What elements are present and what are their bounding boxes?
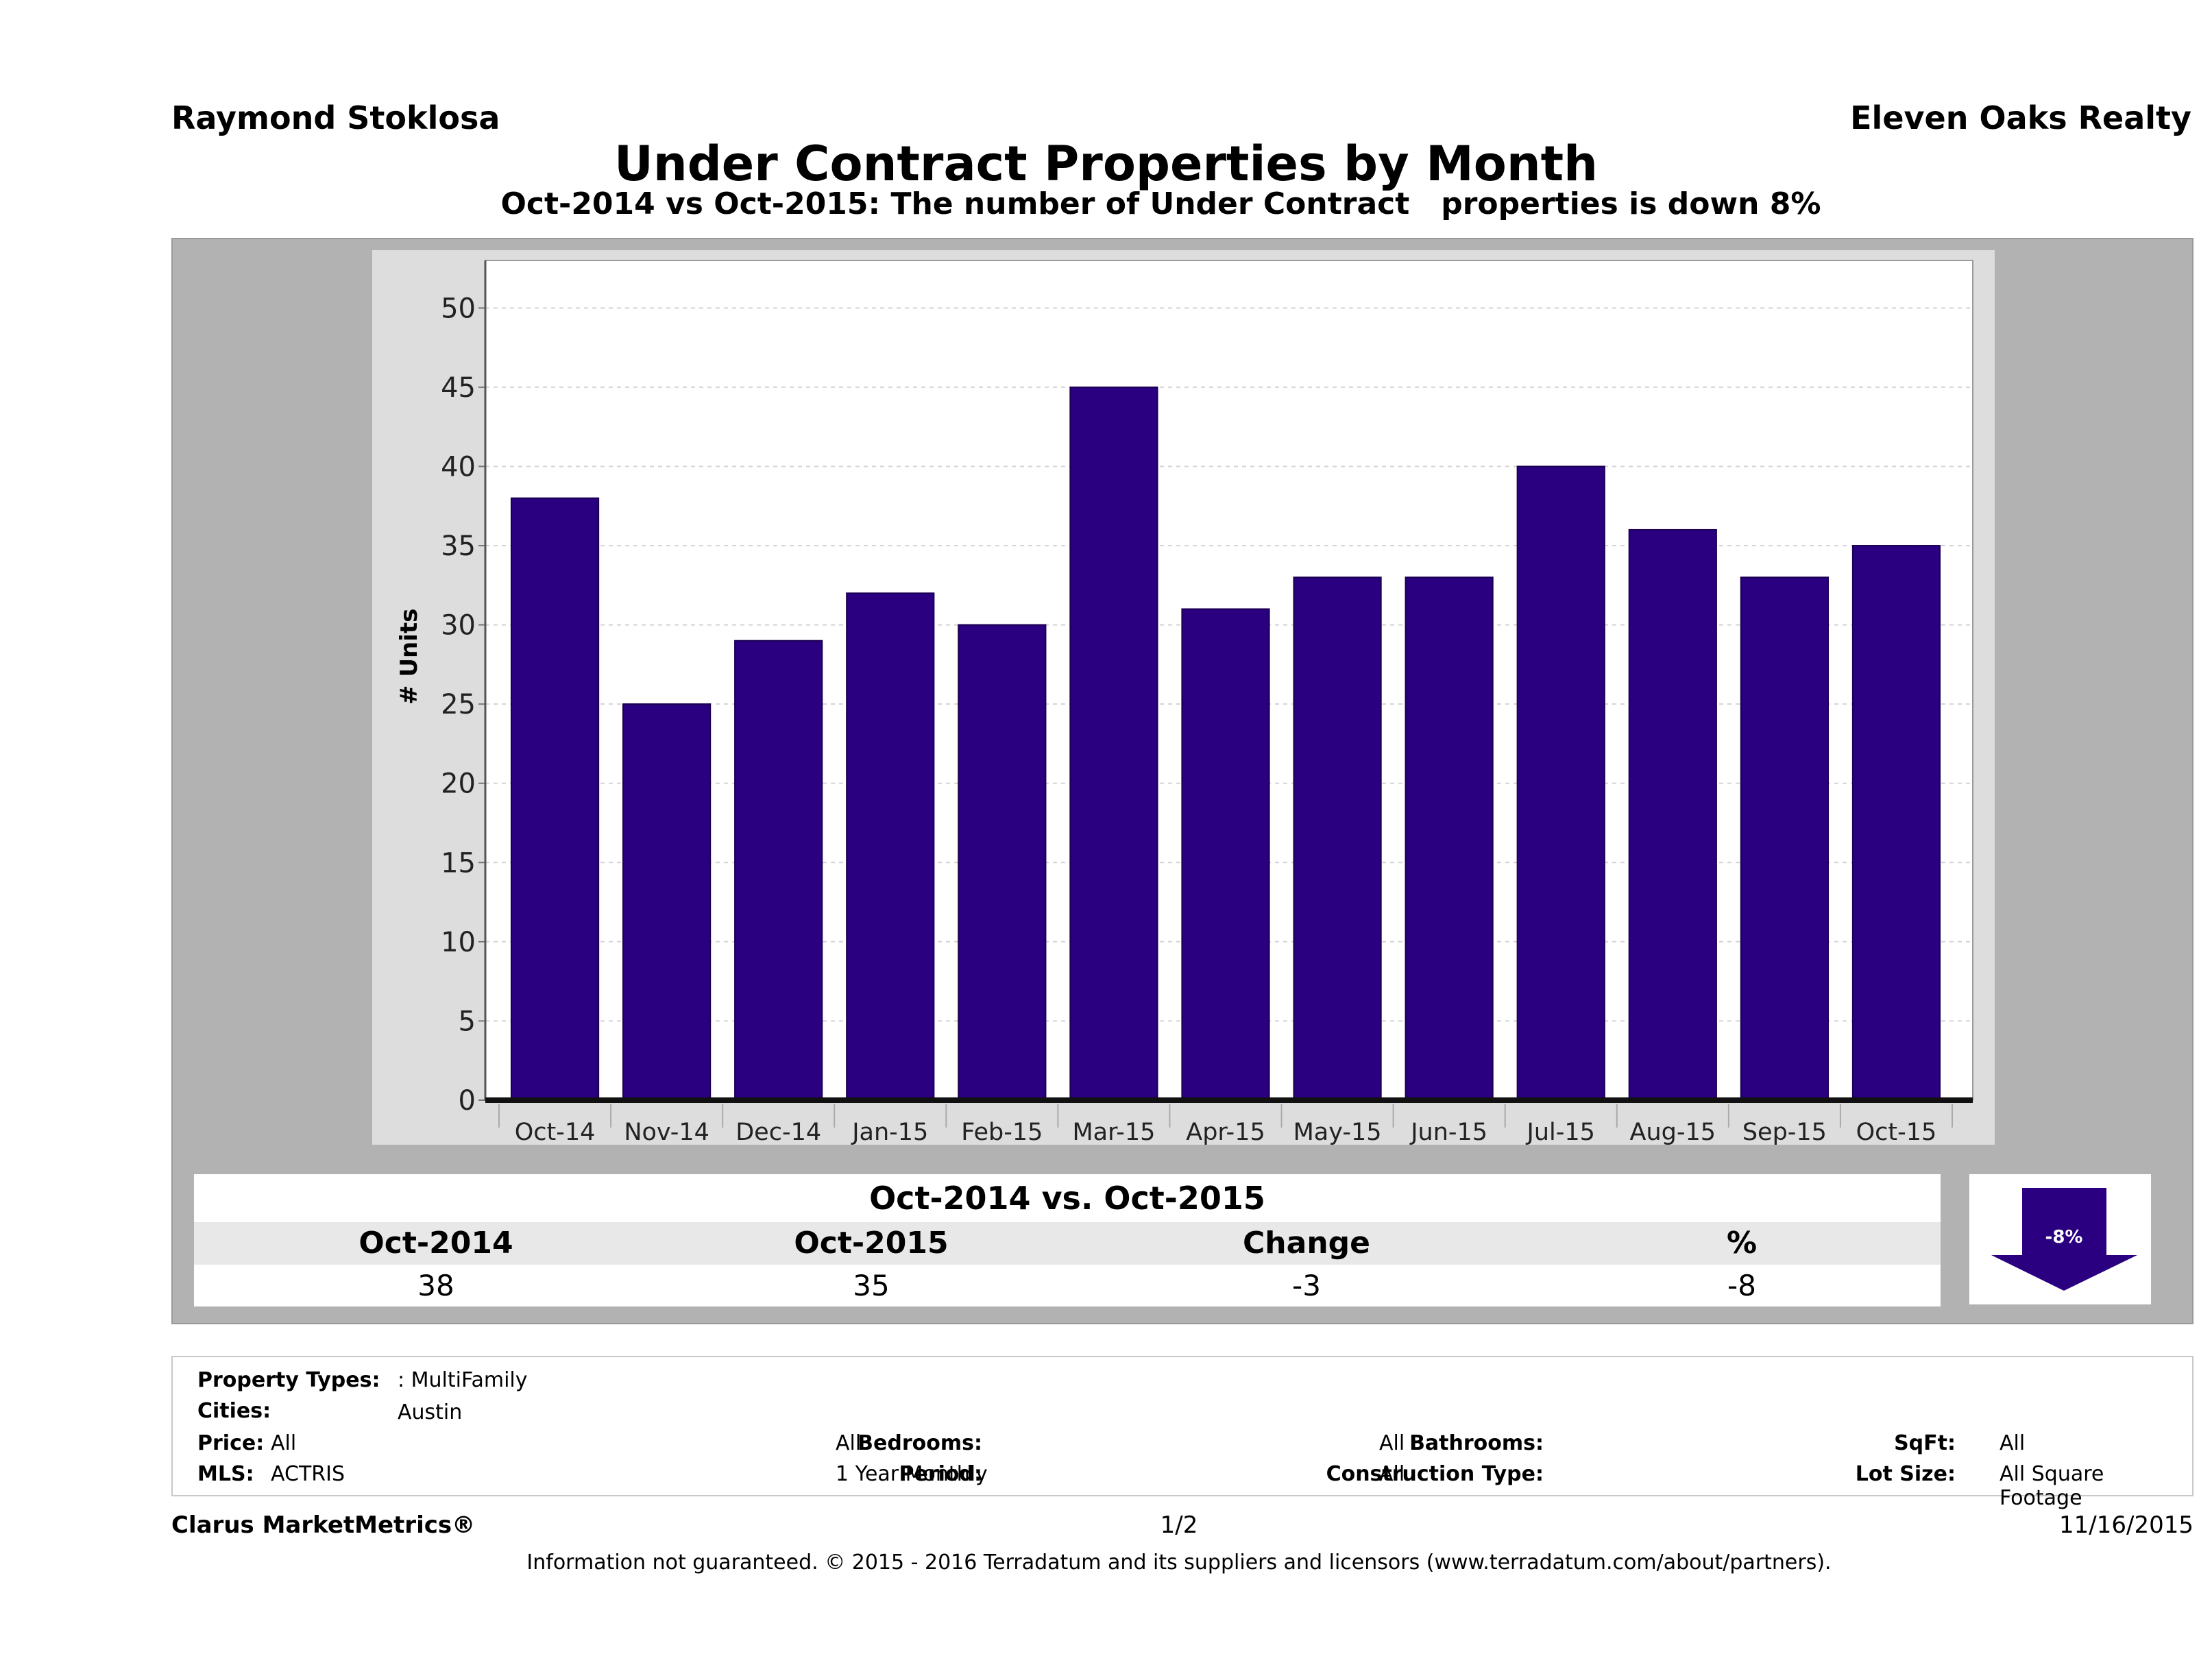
summary-value-percent: -8 [1727,1269,1756,1302]
brokerage-name: Eleven Oaks Realty [1850,99,2191,136]
bar [846,592,935,1101]
search-criteria: Property Types: : MultiFamily Cities: Au… [171,1356,2193,1510]
summary-value-row: 38 35 -3 -8 [194,1265,1941,1306]
summary-header-change: Change [1243,1226,1370,1261]
x-tick-label: Nov-14 [624,1119,709,1145]
x-tick-label: Dec-14 [736,1119,821,1145]
x-tick-label: Aug-15 [1630,1119,1716,1145]
y-tick-label: 10 [441,927,476,958]
cities-value: Austin [398,1400,463,1424]
y-axis-label: # Units [396,609,423,705]
bar [1181,608,1270,1101]
cities-label: Cities: [197,1399,271,1423]
property-types-label: Property Types: [197,1368,380,1392]
bathrooms-label: Bathrooms: [1409,1431,1544,1455]
x-tick-label: Feb-15 [961,1119,1043,1145]
report-date: 11/16/2015 [2059,1511,2193,1539]
agent-name: Raymond Stoklosa [171,99,500,136]
x-tick-label: Apr-15 [1186,1119,1265,1145]
summary-table: Oct-2014 vs. Oct-2015 Oct-2014 Oct-2015 … [194,1174,1941,1306]
y-tick-label: 5 [459,1006,476,1037]
x-tick-label: Jan-15 [851,1119,928,1145]
lot-size-value: All Square Footage [2000,1462,2104,1510]
summary-header-row: Oct-2014 Oct-2015 Change % [194,1222,1941,1265]
price-label: Price: [197,1431,265,1455]
change-badge-label: -8% [2045,1227,2083,1248]
summary-title: Oct-2014 vs. Oct-2015 [194,1174,1941,1222]
y-tick-label: 15 [441,847,476,879]
bar [1740,576,1829,1101]
bar [1293,576,1382,1101]
y-tick-label: 50 [441,293,476,324]
y-tick-label: 30 [441,610,476,642]
mls-value: ACTRIS [271,1462,345,1486]
bar [1516,465,1605,1102]
brand-footer: Clarus MarketMetrics® [171,1511,476,1539]
x-tick-label: Jun-15 [1409,1119,1487,1145]
chart-panel: 0 5 10 15 20 25 30 35 40 45 50 # Units Oct-14 Nov-14 D… [372,250,1995,1145]
y-tick-label: 25 [441,689,476,720]
x-tick-label: May-15 [1293,1119,1382,1145]
construction-type-label: Construction Type: [1326,1462,1544,1486]
mls-label: MLS: [197,1462,254,1486]
sqft-value: All [2000,1431,2026,1455]
summary-header-percent: % [1726,1226,1758,1261]
summary-header-end: Oct-2015 [794,1226,949,1261]
disclaimer: Information not guaranteed. © 2015 - 201… [526,1551,1832,1574]
sqft-label: SqFt: [1894,1431,1956,1455]
period-label: Period: [899,1462,983,1486]
construction-type-value: All [1379,1462,1405,1486]
bedrooms-label: Bedrooms: [858,1431,982,1455]
bedrooms-value: All [836,1431,862,1455]
x-tick-label: Jul-15 [1526,1119,1595,1145]
y-tick-label: 20 [441,768,476,800]
bathrooms-value: All [1379,1431,1405,1455]
summary-value-start: 38 [417,1269,454,1302]
bar [510,497,600,1101]
summary-value-change: -3 [1292,1269,1321,1302]
y-tick-label: 45 [441,372,476,404]
summary-header-start: Oct-2014 [358,1226,513,1261]
x-tick-label: Oct-15 [1856,1119,1937,1145]
bar [1628,528,1717,1102]
page-number: 1/2 [1160,1511,1198,1539]
x-tick-label: Sep-15 [1742,1119,1827,1145]
bar [958,624,1047,1101]
y-tick-label: 40 [441,451,476,483]
bar [1851,545,1941,1102]
x-tick-label: Mar-15 [1072,1119,1155,1145]
price-value: All [271,1431,297,1455]
change-badge: -8% [1969,1174,2151,1304]
chart-title: Under Contract Properties by Month [614,136,1598,192]
bar-chart: 0 5 10 15 20 25 30 35 40 45 50 # Units Oct-14 Nov-14 D… [396,260,1973,1145]
bar [1069,386,1158,1102]
bar [622,703,712,1101]
bar [734,640,823,1101]
chart-subtitle: Oct-2014 vs Oct-2015: The number of Unde… [500,186,1821,221]
period-value: 1 Year Monthly [836,1462,988,1486]
lot-size-label: Lot Size: [1855,1462,1956,1486]
summary-value-end: 35 [853,1269,890,1302]
property-types-value: : MultiFamily [398,1368,528,1392]
y-tick-label: 35 [441,531,476,562]
y-tick-label: 0 [459,1085,476,1117]
x-tick-label: Oct-14 [515,1119,596,1145]
bar [1405,576,1494,1101]
down-arrow-icon: -8% [1991,1188,2137,1291]
